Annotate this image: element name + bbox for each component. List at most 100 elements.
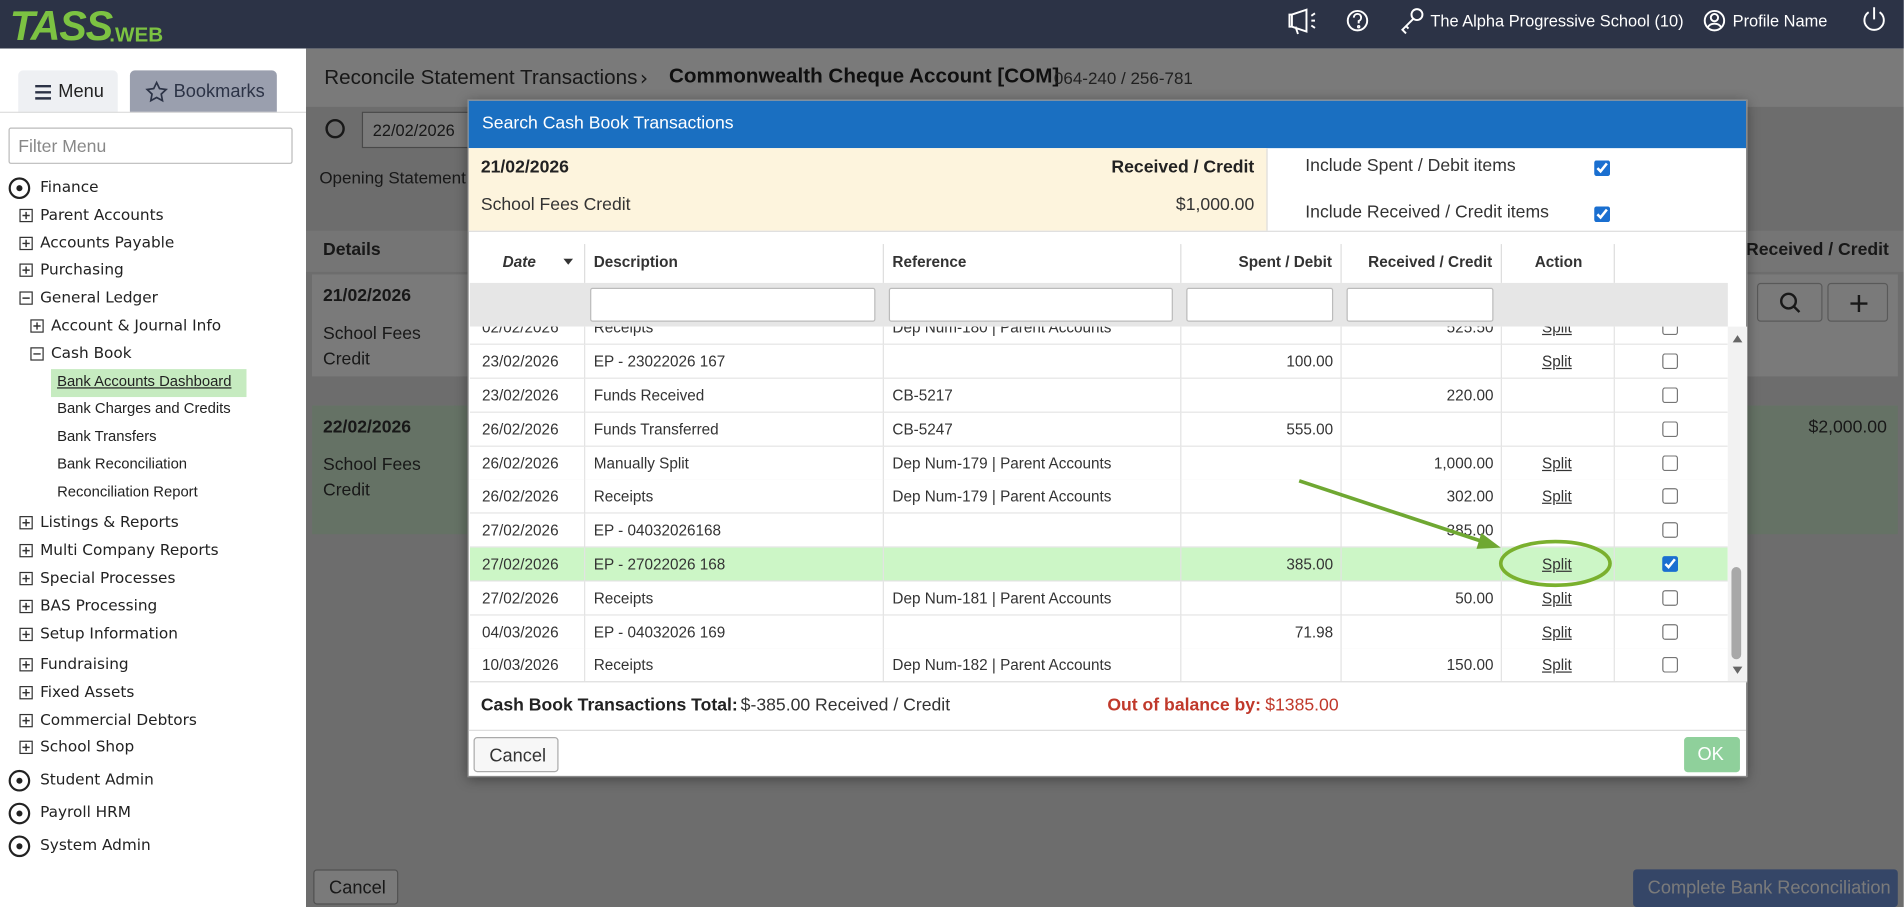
option-label[interactable]: Include Spent / Debit items: [1305, 156, 1516, 177]
balance-label: Out of balance by:: [1107, 695, 1261, 716]
menu-item[interactable]: Bank Transfers: [57, 427, 157, 445]
cell-divider: [1340, 378, 1342, 413]
menu-item[interactable]: Account & Journal Info: [50, 315, 222, 334]
menu-item[interactable]: Cash Book: [50, 343, 132, 362]
menu-item[interactable]: Bank Reconciliation: [57, 455, 188, 473]
menu-item[interactable]: Parent Accounts: [40, 204, 164, 224]
cell-divider: [1180, 547, 1182, 582]
profile-name[interactable]: Profile Name: [1732, 12, 1828, 31]
cell-divider: [1180, 480, 1182, 515]
cell-divider: [1613, 480, 1615, 515]
cell-date: 02/02/2026: [482, 326, 559, 337]
cell-divider: [882, 326, 884, 346]
expand-toggle[interactable]: [19, 571, 33, 586]
filter-placeholder: Filter Menu: [18, 137, 107, 157]
modal-cancel[interactable]: Cancel: [473, 737, 559, 773]
expand-toggle[interactable]: [19, 713, 33, 727]
expand-toggle[interactable]: [30, 319, 44, 333]
row-checkbox[interactable]: [1662, 488, 1679, 505]
cell-action[interactable]: Split: [1542, 623, 1572, 641]
option-label[interactable]: Include Received / Credit items: [1305, 202, 1549, 223]
cell-divider: [1500, 648, 1502, 682]
expand-toggle[interactable]: [19, 599, 33, 613]
column-divider: [882, 244, 884, 283]
cell-action[interactable]: Split: [1542, 556, 1572, 574]
row-checkbox[interactable]: [1662, 556, 1679, 572]
row-checkbox[interactable]: [1662, 353, 1679, 370]
modal-ok[interactable]: OK: [1684, 737, 1740, 773]
column-filter[interactable]: [1186, 287, 1334, 322]
row-checkbox[interactable]: [1662, 589, 1679, 606]
expand-toggle[interactable]: [19, 685, 33, 700]
menu-icon: [6, 175, 33, 202]
expand-toggle[interactable]: [19, 658, 33, 672]
row-checkbox[interactable]: [1662, 326, 1679, 336]
menu-item[interactable]: Setup Information: [40, 623, 178, 642]
option-checkbox[interactable]: [1594, 160, 1611, 177]
column-header[interactable]: Date: [502, 253, 536, 271]
sidebar-tab-label: Bookmarks: [173, 81, 265, 102]
row-checkbox[interactable]: [1662, 522, 1679, 539]
menu-item[interactable]: Student Admin: [40, 770, 154, 789]
cell-action[interactable]: Split: [1542, 657, 1572, 675]
cell-divider: [1340, 345, 1342, 380]
expand-toggle[interactable]: [19, 544, 33, 558]
cell-divider: [1500, 446, 1502, 481]
cell-spent: 555.00: [1286, 421, 1334, 439]
cell-action[interactable]: Split: [1542, 454, 1572, 472]
sidebar-tab[interactable]: Bookmarks: [129, 70, 277, 113]
menu-item[interactable]: Special Processes: [40, 568, 176, 587]
menu-item[interactable]: Bank Accounts Dashboard: [57, 372, 232, 390]
menu-item[interactable]: Bank Charges and Credits: [57, 399, 231, 417]
modal-ok-label: OK: [1697, 744, 1724, 765]
summary-type: Received / Credit: [1111, 157, 1255, 178]
expand-toggle[interactable]: [19, 236, 33, 250]
menu-item[interactable]: Payroll HRM: [40, 803, 132, 822]
menu-item[interactable]: Reconciliation Report: [57, 483, 198, 501]
expand-toggle[interactable]: [19, 208, 33, 222]
column-filter[interactable]: [1346, 287, 1494, 322]
cell-divider: [882, 581, 884, 616]
cell-divider: [1613, 581, 1615, 616]
cell-date: 27/02/2026: [482, 589, 559, 607]
cell-action[interactable]: Split: [1542, 353, 1572, 371]
column-filter[interactable]: [888, 287, 1173, 322]
expand-toggle[interactable]: [19, 741, 33, 755]
menu-item[interactable]: Multi Company Reports: [40, 540, 219, 559]
cell-action[interactable]: Split: [1542, 488, 1572, 506]
sidebar-tab[interactable]: Menu: [18, 70, 118, 113]
row-checkbox[interactable]: [1662, 454, 1679, 471]
menu-item[interactable]: System Admin: [40, 835, 151, 855]
menu-item[interactable]: General Ledger: [40, 287, 158, 307]
row-checkbox[interactable]: [1662, 657, 1679, 674]
menu-item[interactable]: Accounts Payable: [40, 232, 175, 251]
expand-toggle[interactable]: [19, 516, 33, 530]
option-checkbox[interactable]: [1594, 206, 1611, 223]
menu-item[interactable]: BAS Processing: [40, 595, 158, 615]
menu-item[interactable]: Commercial Debtors: [40, 709, 197, 729]
expand-toggle[interactable]: [19, 627, 33, 641]
cell-action[interactable]: Split: [1542, 589, 1572, 607]
menu-item[interactable]: School Shop: [40, 737, 135, 756]
filter-input[interactable]: Filter Menu: [8, 127, 293, 164]
expand-toggle[interactable]: [30, 347, 44, 361]
row-checkbox[interactable]: [1662, 387, 1679, 404]
cell-action[interactable]: Split: [1542, 326, 1572, 337]
row-checkbox[interactable]: [1662, 623, 1679, 640]
menu-item[interactable]: Purchasing: [40, 260, 124, 279]
menu-item[interactable]: Listings & Reports: [40, 512, 179, 531]
sidebar: Menu Bookmarks Filter Menu Finance Parent Ac…: [0, 48, 306, 907]
row-checkbox[interactable]: [1662, 421, 1679, 437]
cell-reference: Dep Num-182 | Parent Accounts: [892, 657, 1112, 675]
cell-divider: [1500, 378, 1502, 413]
cell-divider: [882, 547, 884, 582]
table-row: 04/03/2026 EP - 04032026 169 71.98 Split: [469, 615, 1728, 650]
menu-item[interactable]: Finance: [40, 177, 99, 196]
expand-toggle[interactable]: [19, 263, 33, 278]
school-name[interactable]: The Alpha Progressive School (10): [1430, 12, 1684, 31]
expand-toggle[interactable]: [19, 291, 33, 305]
menu-item[interactable]: Fundraising: [40, 654, 129, 673]
menu-item[interactable]: Fixed Assets: [40, 682, 135, 701]
cell-divider: [1500, 326, 1502, 346]
column-filter[interactable]: [590, 287, 876, 322]
